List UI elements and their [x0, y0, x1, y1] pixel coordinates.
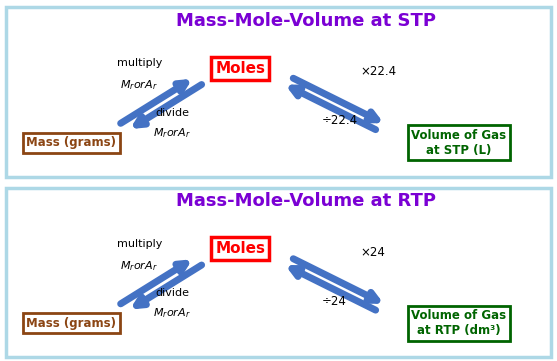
Text: $M_r or A_r$: $M_r or A_r$	[153, 126, 191, 140]
Text: Moles: Moles	[216, 241, 265, 256]
Bar	[6, 188, 551, 357]
Text: Mass-Mole-Volume at RTP: Mass-Mole-Volume at RTP	[176, 192, 436, 210]
Text: Volume of Gas
at RTP (dm³): Volume of Gas at RTP (dm³)	[411, 309, 506, 338]
Text: Mass (grams): Mass (grams)	[26, 136, 116, 149]
Text: Mass-Mole-Volume at STP: Mass-Mole-Volume at STP	[176, 12, 436, 30]
Text: divide: divide	[155, 108, 189, 118]
Text: ×22.4: ×22.4	[360, 65, 397, 78]
Text: $M_r or A_r$: $M_r or A_r$	[120, 78, 158, 92]
Text: Volume of Gas
at STP (L): Volume of Gas at STP (L)	[411, 129, 506, 157]
Text: divide: divide	[155, 288, 189, 298]
Text: multiply: multiply	[116, 239, 162, 249]
Text: $M_r or A_r$: $M_r or A_r$	[153, 306, 191, 320]
Bar	[6, 7, 551, 177]
Text: ÷22.4: ÷22.4	[322, 114, 358, 127]
Text: ÷24: ÷24	[322, 295, 347, 308]
Text: multiply: multiply	[116, 58, 162, 68]
Text: $M_r or A_r$: $M_r or A_r$	[120, 259, 158, 273]
Text: Mass (grams): Mass (grams)	[26, 317, 116, 330]
Text: ×24: ×24	[360, 246, 385, 259]
Text: Moles: Moles	[216, 61, 265, 76]
